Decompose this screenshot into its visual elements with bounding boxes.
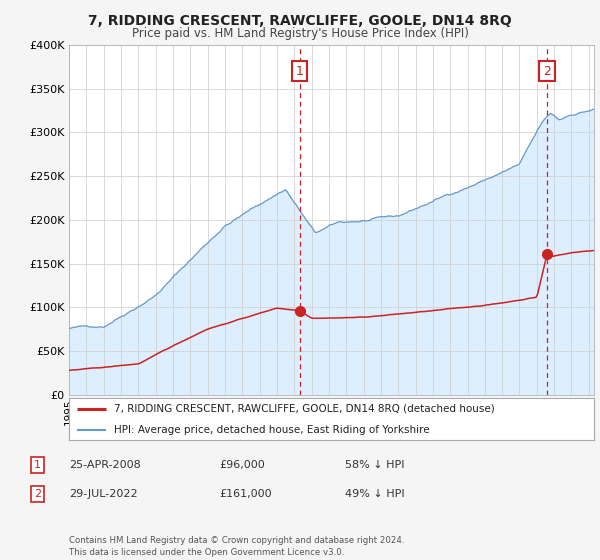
Text: 2: 2 bbox=[543, 64, 551, 77]
Text: 25-APR-2008: 25-APR-2008 bbox=[69, 460, 141, 470]
Text: Contains HM Land Registry data © Crown copyright and database right 2024.
This d: Contains HM Land Registry data © Crown c… bbox=[69, 536, 404, 557]
Text: 7, RIDDING CRESCENT, RAWCLIFFE, GOOLE, DN14 8RQ: 7, RIDDING CRESCENT, RAWCLIFFE, GOOLE, D… bbox=[88, 14, 512, 28]
Text: HPI: Average price, detached house, East Riding of Yorkshire: HPI: Average price, detached house, East… bbox=[113, 426, 429, 435]
Text: 1: 1 bbox=[34, 460, 41, 470]
Text: 29-JUL-2022: 29-JUL-2022 bbox=[69, 489, 137, 499]
Text: Price paid vs. HM Land Registry's House Price Index (HPI): Price paid vs. HM Land Registry's House … bbox=[131, 27, 469, 40]
Text: 1: 1 bbox=[296, 64, 304, 77]
Text: £96,000: £96,000 bbox=[219, 460, 265, 470]
Text: 2: 2 bbox=[34, 489, 41, 499]
Text: 58% ↓ HPI: 58% ↓ HPI bbox=[345, 460, 404, 470]
Text: £161,000: £161,000 bbox=[219, 489, 272, 499]
Text: 7, RIDDING CRESCENT, RAWCLIFFE, GOOLE, DN14 8RQ (detached house): 7, RIDDING CRESCENT, RAWCLIFFE, GOOLE, D… bbox=[113, 404, 494, 414]
Text: 49% ↓ HPI: 49% ↓ HPI bbox=[345, 489, 404, 499]
